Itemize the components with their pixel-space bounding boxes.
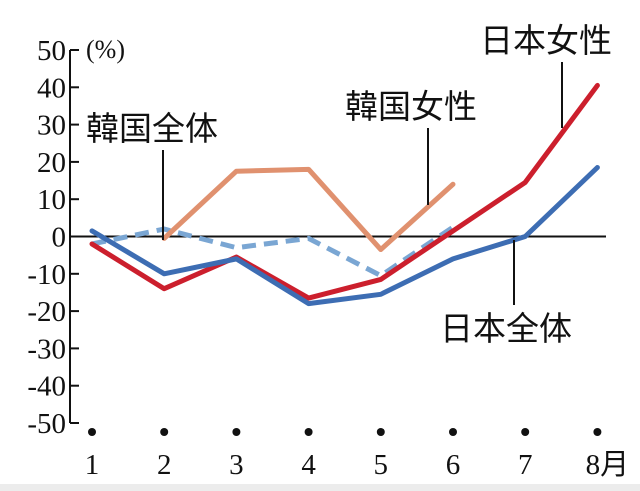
x-tick-dot [160,428,169,436]
y-tick-label: 20 [37,147,66,179]
y-axis: 50 40 30 20 10 0 -10 -20 -30 -40 -50 [27,35,79,440]
y-tick-label: -30 [27,333,66,365]
y-tick-label: 30 [37,110,66,142]
series-name-label: 韓国女性 [345,87,477,126]
bottom-strip [0,484,640,491]
label-leader-lines [162,62,563,305]
y-tick-label: 50 [37,35,66,67]
y-tick-label: -10 [27,259,66,291]
x-tick-dot [521,428,530,436]
x-tick-label: 2 [157,449,172,481]
x-tick-label: 4 [301,449,316,481]
x-tick-label: 7 [518,449,533,481]
series-name-label: 韓国全体 [86,109,218,148]
y-tick-label: 40 [37,72,66,104]
x-tick-dot [376,428,385,436]
y-tick-label: -50 [27,408,66,440]
x-tick-dot [593,428,602,436]
x-tick-label: 6 [446,449,461,481]
x-tick-dot [232,428,241,436]
series-line [91,225,455,279]
x-axis: 1 2 3 4 5 6 7 8月 [85,428,629,481]
x-tick-label: 3 [229,449,244,481]
series-name-label: 日本女性 [480,21,612,60]
x-tick-dot [304,428,313,436]
x-tick-label: 8月 [586,449,630,481]
x-tick-dot [449,428,457,436]
x-tick-label: 1 [85,449,100,481]
series-line [89,82,600,301]
series-line [161,166,456,253]
y-tick-label: 10 [37,184,66,216]
y-tick-label: 0 [52,222,67,254]
y-axis-unit-label: (%) [86,35,125,64]
series-name-label: 日本全体 [440,309,572,348]
y-tick-label: -40 [27,371,66,403]
x-tick-label: 5 [374,449,389,481]
y-tick-label: -20 [27,296,66,328]
x-tick-dot [88,428,96,436]
